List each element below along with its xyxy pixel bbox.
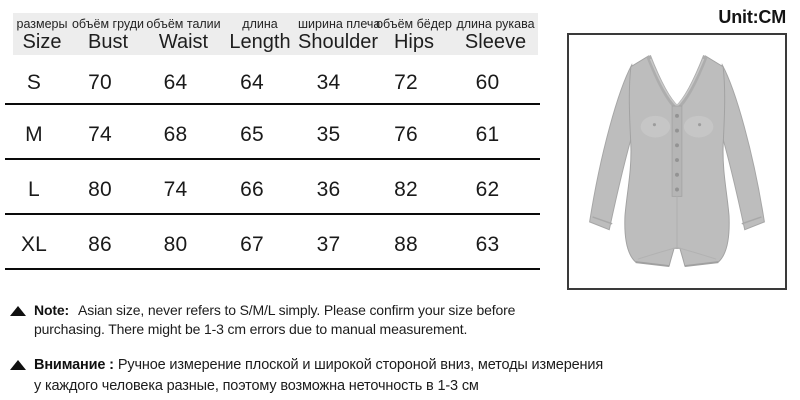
- cell-bust: 86: [88, 233, 112, 256]
- column-header-length-ru: длина: [242, 17, 278, 31]
- product-image: [589, 55, 765, 268]
- triangle-icon: [10, 306, 26, 316]
- cell-waist: 74: [163, 178, 188, 201]
- column-header-waist-ru: объём талии: [146, 17, 221, 31]
- column-header-sleeve: длина рукава Sleeve: [453, 17, 538, 55]
- button: [675, 158, 679, 162]
- left-leg-hem: [635, 261, 670, 268]
- chest-highlight-right: [683, 115, 714, 138]
- note-english: Note: Asian size, never refers to S/M/L s…: [10, 301, 570, 339]
- column-header-size-ru: размеры: [16, 17, 68, 31]
- table-row-xl: XL 86 80 67 37 88 63: [5, 215, 540, 270]
- cell-sleeve: 60: [475, 70, 500, 94]
- note-russian-line1: Внимание : Ручное измерение плоской и шир…: [34, 355, 603, 376]
- cell-sleeve: 62: [475, 178, 500, 201]
- cell-sleeve: 61: [475, 123, 500, 146]
- cell-bust: 74: [88, 123, 112, 146]
- cell-sleeve: 63: [475, 233, 500, 256]
- note-english-line1: Note: Asian size, never refers to S/M/L s…: [34, 301, 515, 320]
- cell-size: M: [25, 123, 43, 146]
- bust-point-left: [652, 123, 656, 127]
- button: [675, 172, 679, 177]
- note-russian-line2: у каждого человека разные, поэтому возмо…: [34, 378, 479, 394]
- note-english-line2: purchasing. There might be 1-3 cm errors…: [34, 321, 468, 337]
- button: [675, 113, 679, 118]
- note-english-label: Note:: [34, 302, 70, 318]
- column-header-hips: объём бёдер Hips: [375, 17, 453, 55]
- cell-shoulder: 34: [316, 70, 341, 94]
- column-header-sleeve-ru: длина рукава: [456, 17, 535, 31]
- column-header-bust-en: Bust: [87, 31, 129, 53]
- right-thigh-seam: [676, 246, 717, 260]
- button-placket: [671, 105, 683, 197]
- cell-bust: 80: [88, 178, 112, 201]
- product-image-frame: [567, 33, 787, 290]
- column-header-hips-ru: объём бёдер: [376, 17, 452, 31]
- note-russian: Внимание : Ручное измерение плоской и шир…: [10, 355, 603, 397]
- triangle-icon: [10, 360, 26, 370]
- cell-shoulder: 37: [316, 233, 341, 256]
- cell-waist: 64: [163, 70, 188, 94]
- column-header-length: длина Length: [222, 17, 298, 55]
- cell-size: XL: [20, 233, 48, 256]
- cell-size: S: [26, 70, 42, 94]
- cell-hips: 88: [394, 233, 418, 256]
- button: [675, 143, 679, 148]
- button: [675, 187, 679, 192]
- note-russian-label: Внимание :: [34, 357, 114, 373]
- cell-length: 66: [240, 178, 264, 201]
- cell-waist: 68: [163, 123, 188, 146]
- cell-size: L: [28, 178, 40, 201]
- cell-length: 65: [240, 123, 264, 146]
- unit-label: Unit:CM: [718, 7, 786, 27]
- cell-length: 67: [240, 233, 264, 256]
- cell-hips: 72: [394, 70, 418, 94]
- cell-shoulder: 35: [316, 123, 341, 146]
- table-row-s: S 70 64 64 34 72 60: [5, 55, 540, 105]
- note-english-body1: Asian size, never refers to S/M/L simply…: [78, 302, 516, 318]
- cell-length: 64: [240, 70, 264, 94]
- right-leg-hem: [684, 261, 719, 268]
- column-header-hips-en: Hips: [393, 31, 434, 53]
- column-header-length-en: Length: [229, 31, 291, 53]
- chest-highlight-left: [640, 115, 671, 138]
- right-cuff-seam: [741, 216, 762, 225]
- left-cuff-seam: [592, 216, 613, 225]
- bust-point-right: [698, 123, 702, 127]
- note-russian-text: Внимание : Ручное измерение плоской и шир…: [34, 355, 603, 397]
- cell-bust: 70: [88, 70, 112, 94]
- note-english-text: Note: Asian size, never refers to S/M/L s…: [34, 301, 515, 339]
- left-thigh-seam: [637, 246, 678, 260]
- note-russian-body1: Ручное измерение плоской и широкой сторо…: [117, 357, 604, 373]
- column-header-shoulder-ru: ширина плеча: [298, 17, 381, 31]
- table-row-l: L 80 74 66 36 82 62: [5, 160, 540, 215]
- cell-shoulder: 36: [316, 178, 341, 201]
- button: [675, 128, 679, 133]
- cell-waist: 80: [163, 233, 188, 256]
- column-header-size: размеры Size: [13, 17, 71, 55]
- table-row-m: M 74 68 65 35 76 61: [5, 105, 540, 160]
- column-header-size-en: Size: [22, 31, 62, 53]
- column-header-shoulder: ширина плеча Shoulder: [298, 17, 381, 55]
- column-header-sleeve-en: Sleeve: [464, 31, 527, 53]
- column-header-waist-en: Waist: [158, 31, 209, 53]
- size-chart-header-row: размеры Size объём груди Bust объём тали…: [13, 13, 538, 55]
- column-header-bust: объём груди Bust: [71, 17, 145, 55]
- cell-hips: 76: [394, 123, 418, 146]
- cell-hips: 82: [394, 178, 418, 201]
- column-header-shoulder-en: Shoulder: [298, 31, 379, 53]
- column-header-bust-ru: объём груди: [71, 17, 144, 31]
- column-header-waist: объём талии Waist: [145, 17, 222, 55]
- size-chart-table: размеры Size объём груди Bust объём тали…: [5, 13, 540, 270]
